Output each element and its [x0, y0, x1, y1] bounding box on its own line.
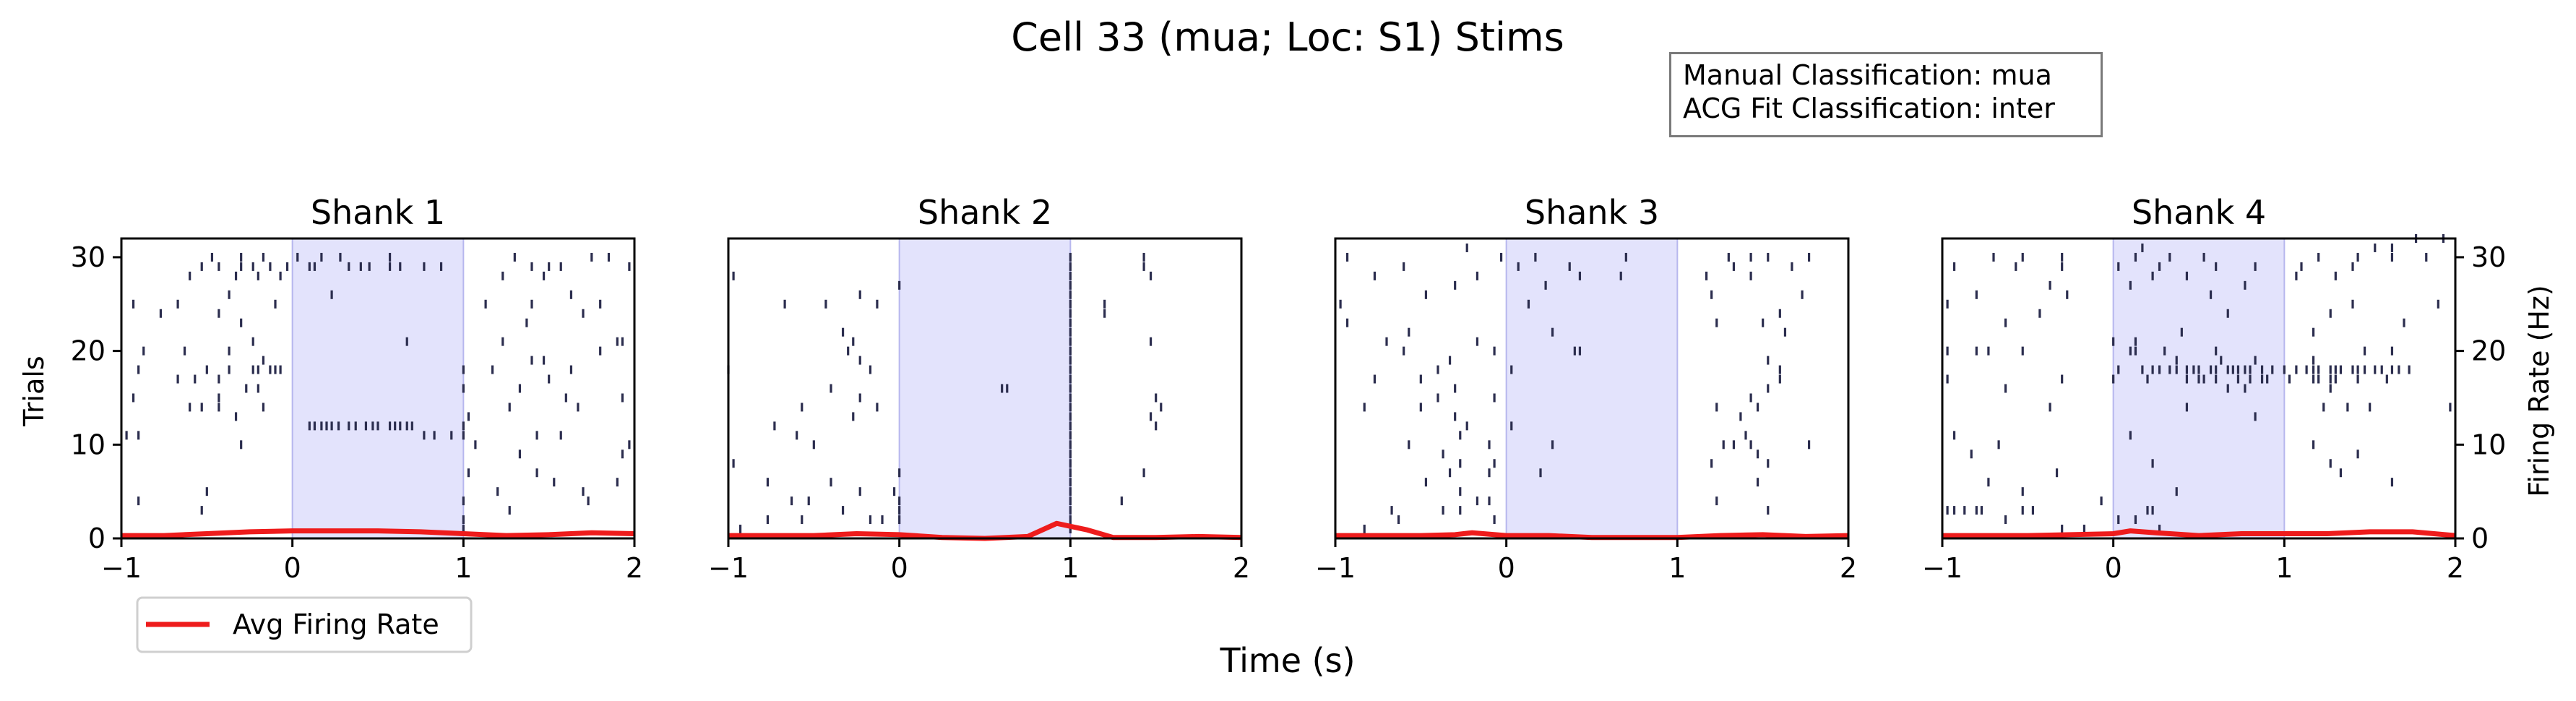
avg-firing-rate-line — [121, 528, 635, 538]
avg-firing-rate-line — [1335, 530, 1849, 541]
axes-frame — [1334, 237, 1850, 540]
avg-firing-rate-line — [1942, 528, 2456, 538]
axes-frame — [1941, 237, 2457, 540]
y-tick-label: 30 — [2471, 241, 2506, 273]
y-tick-label: 0 — [88, 522, 105, 554]
x-tick-label: −1 — [101, 552, 142, 584]
x-tick-label: 0 — [2105, 552, 2122, 584]
x-tick-label: 2 — [1233, 552, 1250, 584]
acg-classification: ACG Fit Classification: inter — [1683, 93, 2055, 124]
panel-title: Shank 1 — [311, 193, 445, 232]
y-tick-label: 10 — [2471, 429, 2506, 460]
x-tick-label: 1 — [1061, 552, 1079, 584]
x-tick-label: 0 — [284, 552, 301, 584]
axes-frame — [120, 237, 636, 540]
y-tick-label: 10 — [71, 429, 105, 460]
panel-title: Shank 2 — [918, 193, 1052, 232]
shank-panel-3: Shank 3 −1 0 1 2 — [1315, 193, 1857, 584]
stim-window — [898, 238, 1072, 539]
x-tick-label: −1 — [1922, 552, 1963, 584]
manual-classification: Manual Classification: mua — [1683, 59, 2052, 91]
panel-title: Shank 3 — [1525, 193, 1659, 232]
x-tick-label: 0 — [1498, 552, 1515, 584]
shank-panel-2: Shank 2 −1 0 1 2 — [708, 193, 1250, 584]
legend: Avg Firing Rate — [136, 596, 473, 653]
x-tick-label: 1 — [2275, 552, 2293, 584]
axes-frame — [727, 237, 1243, 540]
y-tick-label: 20 — [2471, 335, 2506, 367]
stim-window — [1505, 238, 1679, 539]
x-tick-label: −1 — [1315, 552, 1356, 584]
classification-box: Manual Classification: mua ACG Fit Class… — [1669, 52, 2103, 137]
legend-label: Avg Firing Rate — [233, 608, 439, 640]
y-tick-label: 30 — [71, 241, 105, 273]
x-tick-label: −1 — [708, 552, 749, 584]
y-axis-label-trials: Trials — [18, 356, 50, 426]
y-axis-label-firing-rate: Firing Rate (Hz) — [2523, 285, 2555, 497]
y-tick-label: 20 — [71, 335, 105, 367]
x-tick-label: 1 — [455, 552, 472, 584]
stim-window — [2112, 238, 2286, 539]
legend-frame — [136, 596, 473, 653]
x-axis-label-time: Time (s) — [1219, 641, 1355, 680]
stim-window — [291, 238, 465, 539]
x-tick-label: 0 — [891, 552, 908, 584]
y-tick-label: 0 — [2471, 522, 2489, 554]
x-tick-label: 2 — [1840, 552, 1857, 584]
x-tick-label: 2 — [2447, 552, 2464, 584]
panel-title: Shank 4 — [2132, 193, 2266, 232]
x-tick-label: 2 — [626, 552, 643, 584]
chart-title: Cell 33 (mua; Loc: S1) Stims — [1011, 14, 1564, 60]
x-tick-label: 1 — [1668, 552, 1686, 584]
